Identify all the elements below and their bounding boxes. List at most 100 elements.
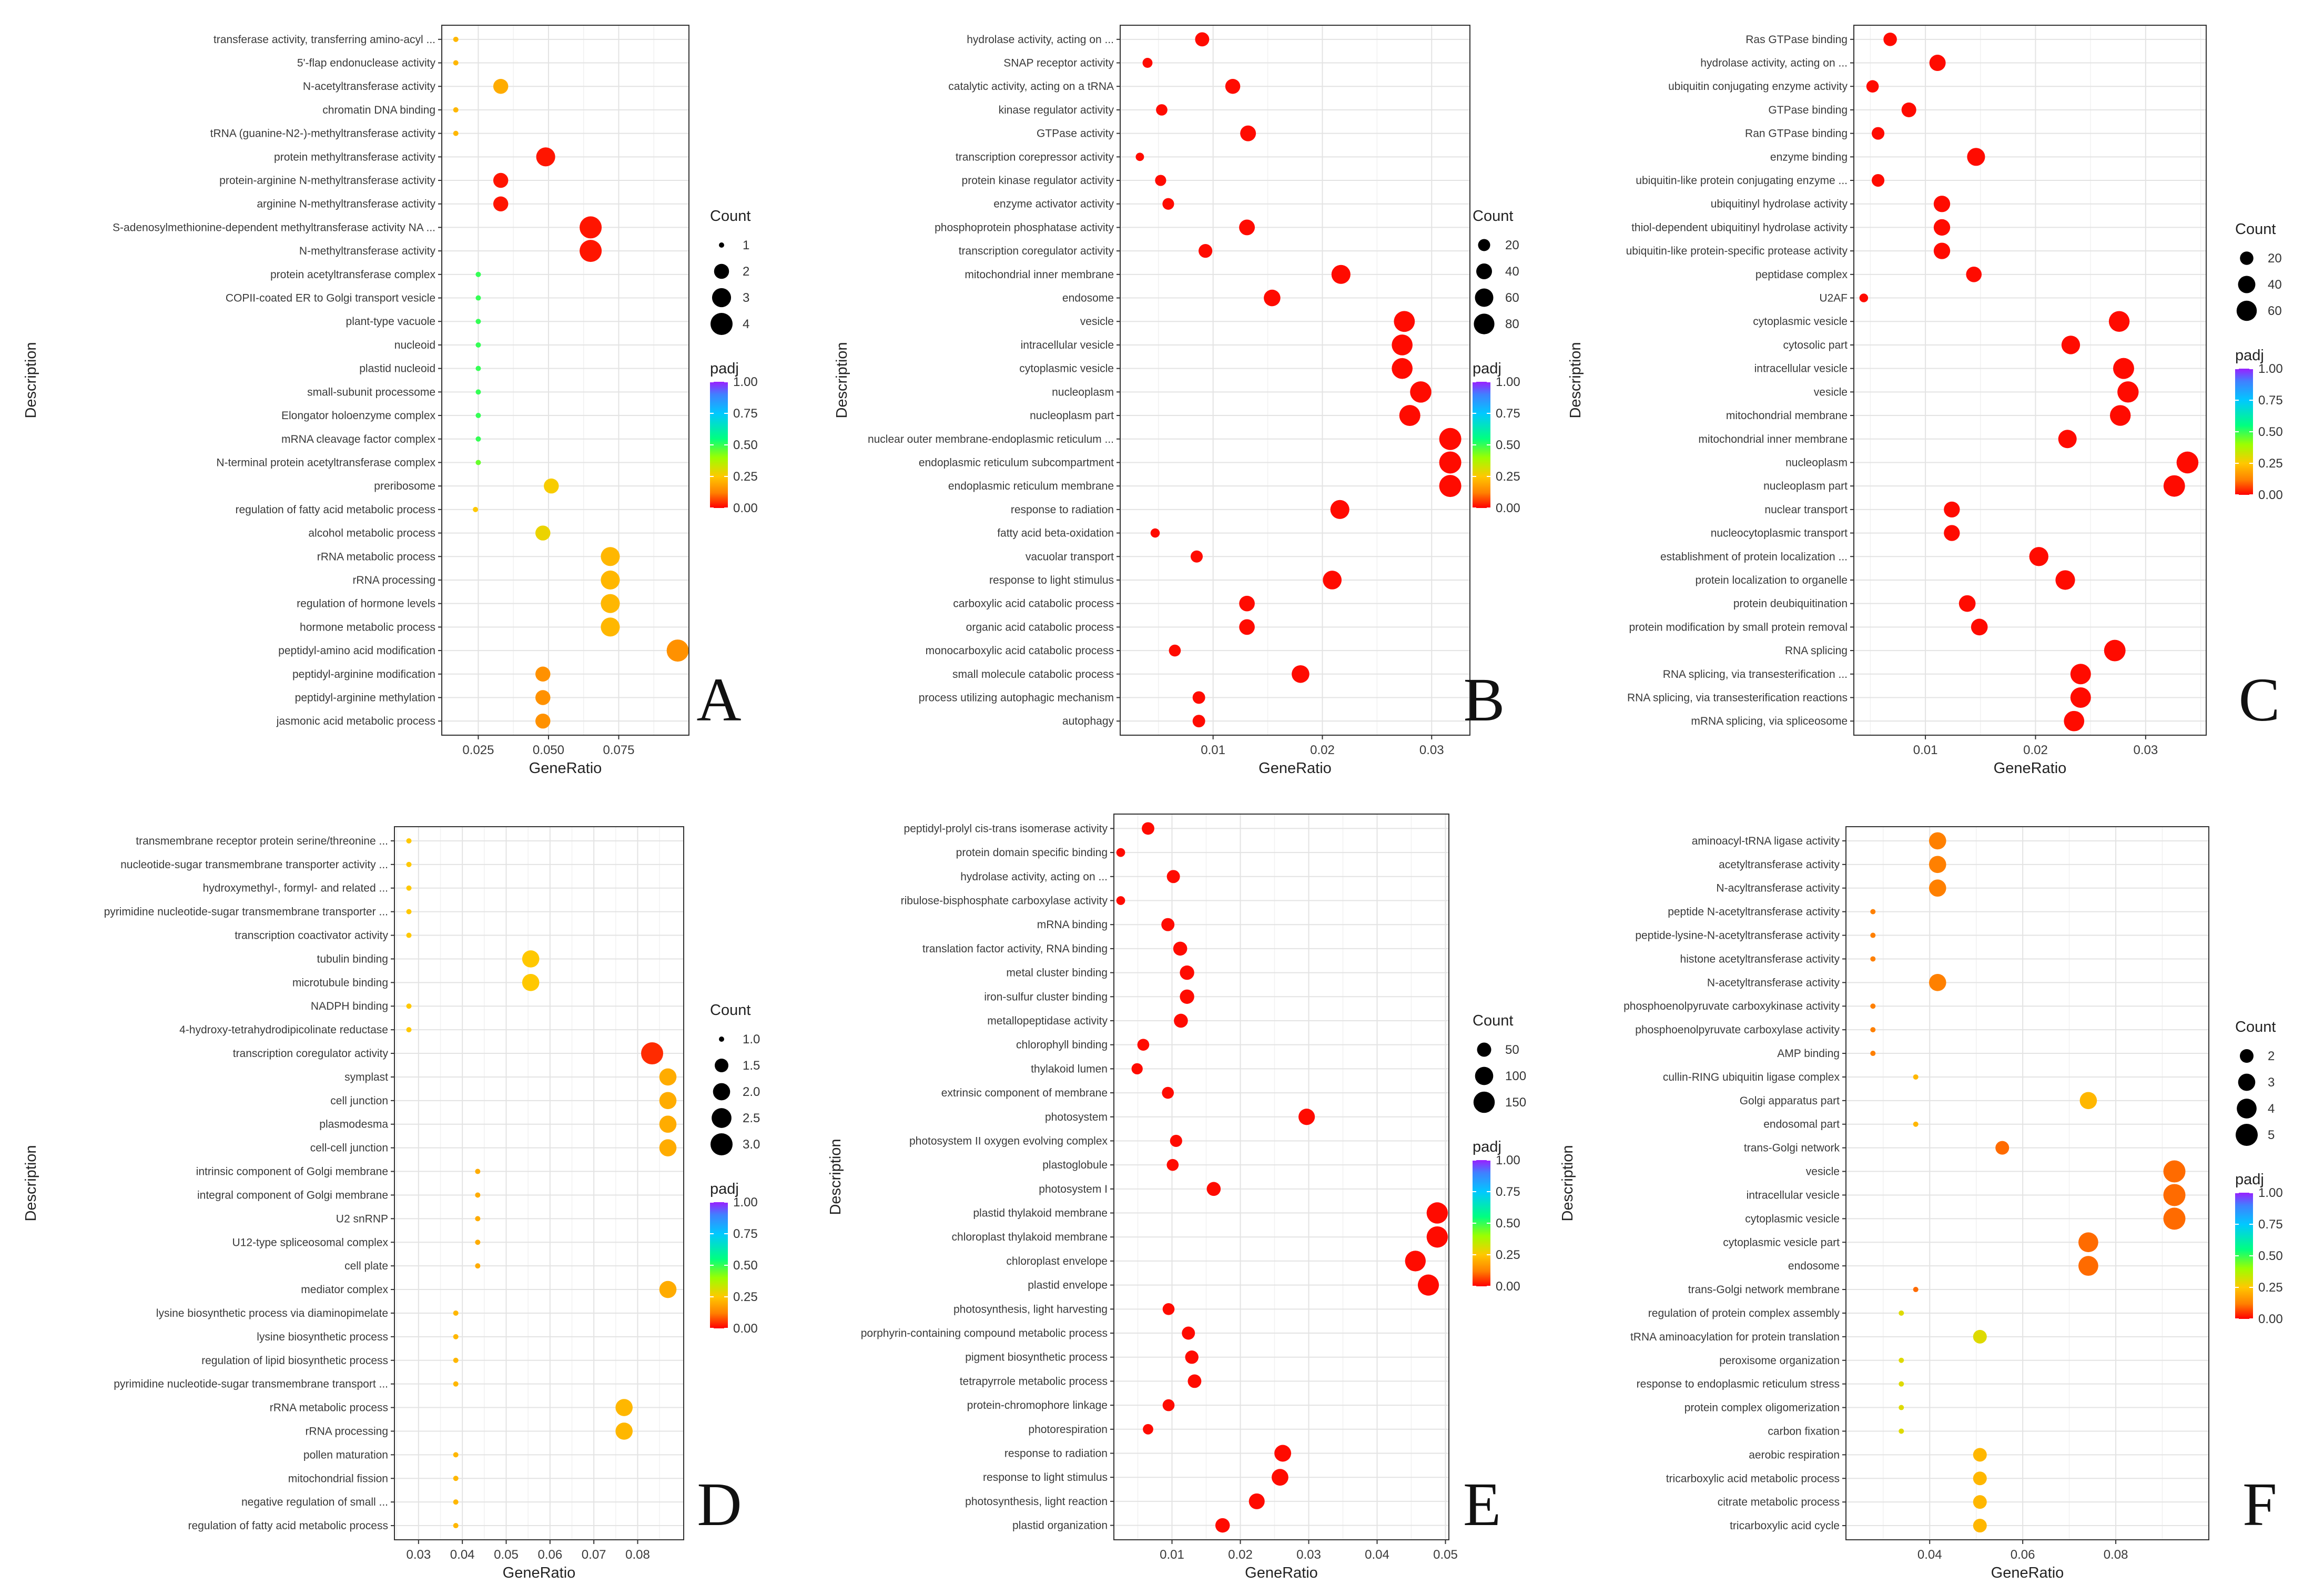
data-point xyxy=(1929,856,1946,873)
plot-frame xyxy=(394,826,684,1540)
count-legend-key xyxy=(2237,1099,2257,1119)
data-point xyxy=(1166,1159,1179,1171)
padj-label: 0.75 xyxy=(733,1227,758,1241)
data-point xyxy=(522,974,540,991)
y-axis-title: Description xyxy=(1559,1145,1576,1221)
y-tick-label: plastoglobule xyxy=(1042,1159,1108,1171)
data-point xyxy=(453,36,459,42)
data-point xyxy=(1929,832,1946,850)
y-tick-label: peptide-lysine-N-acetyltransferase activ… xyxy=(1635,930,1840,942)
count-legend-key xyxy=(2236,1124,2258,1146)
data-point xyxy=(1944,501,1960,518)
data-point xyxy=(601,570,620,590)
data-point xyxy=(475,1240,481,1245)
data-point xyxy=(1182,1326,1195,1340)
data-point xyxy=(406,885,412,891)
y-tick-label: cell-cell junction xyxy=(310,1142,388,1154)
y-tick-label: metal cluster binding xyxy=(1006,967,1108,979)
y-tick-label: tRNA aminoacylation for protein translat… xyxy=(1630,1331,1840,1343)
data-point xyxy=(1899,1310,1904,1316)
data-point xyxy=(522,950,540,968)
padj-label: 0.50 xyxy=(1496,1216,1520,1231)
count-legend-key xyxy=(1474,313,1495,334)
y-tick-label: trans-Golgi network membrane xyxy=(1688,1284,1840,1296)
y-tick-label: preribosome xyxy=(374,480,435,492)
data-point xyxy=(1899,1357,1904,1363)
data-point xyxy=(2163,1184,2186,1206)
padj-label: 1.00 xyxy=(2258,362,2283,376)
y-tick-label: small molecule catabolic process xyxy=(952,668,1114,680)
y-tick-label: chloroplast envelope xyxy=(1006,1255,1108,1267)
data-point xyxy=(2055,570,2075,590)
count-legend-label: 50 xyxy=(1505,1043,1519,1057)
y-tick-label: tetrapyrrole metabolic process xyxy=(960,1375,1108,1387)
padj-label: 0.00 xyxy=(733,501,758,515)
data-point xyxy=(453,1476,459,1481)
panel-b: 0.01 0.02 0.03 hydrolase activity, acting o… xyxy=(834,25,1520,777)
data-point xyxy=(1249,1493,1265,1509)
y-tick-label: lysine biosynthetic process via diaminop… xyxy=(156,1307,388,1319)
panel-letter: E xyxy=(1463,1470,1501,1539)
data-point xyxy=(535,690,551,705)
data-point xyxy=(1272,1469,1288,1486)
data-point xyxy=(1162,198,1174,210)
data-point xyxy=(2070,687,2091,708)
data-point xyxy=(1169,644,1181,657)
y-tick-label: protein-arginine N-methyltransferase act… xyxy=(219,175,435,187)
padj-legend-title: padj xyxy=(1473,360,1501,377)
y-tick-label: mitochondrial fission xyxy=(288,1472,388,1485)
data-point xyxy=(1192,691,1205,704)
data-point xyxy=(1439,475,1462,497)
x-axis-title: GeneRatio xyxy=(1994,760,2067,777)
padj-label: 1.00 xyxy=(733,375,758,389)
y-tick-label: protein deubiquitination xyxy=(1733,598,1848,610)
data-point xyxy=(1215,1518,1230,1533)
data-point xyxy=(1190,550,1203,563)
count-legend-label: 1 xyxy=(743,238,749,252)
data-point xyxy=(1944,525,1960,541)
y-tick-label: endosomal part xyxy=(1763,1119,1840,1131)
y-tick-label: ribulose-bisphosphate carboxylase activi… xyxy=(901,895,1108,907)
y-tick-label: plastid envelope xyxy=(1028,1279,1108,1292)
data-point xyxy=(453,1523,459,1529)
data-point xyxy=(1872,174,1885,187)
data-point xyxy=(2064,710,2085,732)
y-tick-label: symplast xyxy=(344,1071,388,1083)
padj-legend-title: padj xyxy=(710,360,739,377)
y-tick-label: response to light stimulus xyxy=(989,574,1114,586)
data-point xyxy=(475,271,481,277)
data-point xyxy=(406,932,412,938)
y-tick-label: cytoplasmic vesicle xyxy=(1019,363,1114,375)
y-tick-label: regulation of fatty acid metabolic proce… xyxy=(235,504,435,516)
count-legend-key xyxy=(2236,300,2257,321)
y-tick-label: citrate metabolic process xyxy=(1718,1496,1840,1508)
y-tick-label: nucleoplasm part xyxy=(1763,480,1848,492)
y-tick-label: vacuolar transport xyxy=(1026,551,1114,563)
y-tick-label: translation factor activity, RNA binding xyxy=(922,943,1108,955)
y-tick-label: regulation of lipid biosynthetic process xyxy=(201,1355,388,1367)
y-tick-label: hydroxymethyl-, formyl- and related ... xyxy=(203,882,388,895)
padj-label: 0.75 xyxy=(1496,1185,1520,1199)
count-legend-label: 3.0 xyxy=(743,1137,760,1152)
data-point xyxy=(1866,80,1879,93)
data-point xyxy=(1239,619,1255,635)
data-point xyxy=(1929,879,1946,897)
y-tick-label: 5'-flap endonuclease activity xyxy=(297,57,436,69)
data-point xyxy=(601,594,620,613)
count-legend-title: Count xyxy=(1473,208,1513,225)
y-tick-label: tubulin binding xyxy=(317,953,388,965)
data-point xyxy=(2029,547,2048,566)
y-tick-label: tricarboxylic acid metabolic process xyxy=(1666,1472,1840,1485)
data-point xyxy=(1298,1109,1315,1125)
y-tick-label: nucleoid xyxy=(394,339,435,351)
y-axis-title: Description xyxy=(834,342,850,418)
y-tick-label: hydrolase activity, acting on ... xyxy=(1700,57,1848,69)
data-point xyxy=(1162,1399,1175,1411)
data-point xyxy=(1995,1141,2010,1155)
y-tick-label: RNA splicing, via transesterification re… xyxy=(1627,692,1848,704)
y-tick-label: cytoplasmic vesicle part xyxy=(1723,1236,1840,1248)
x-tick-label: 0.01 xyxy=(1913,743,1938,757)
padj-label: 0.25 xyxy=(733,1290,758,1304)
data-point xyxy=(1971,618,1988,636)
